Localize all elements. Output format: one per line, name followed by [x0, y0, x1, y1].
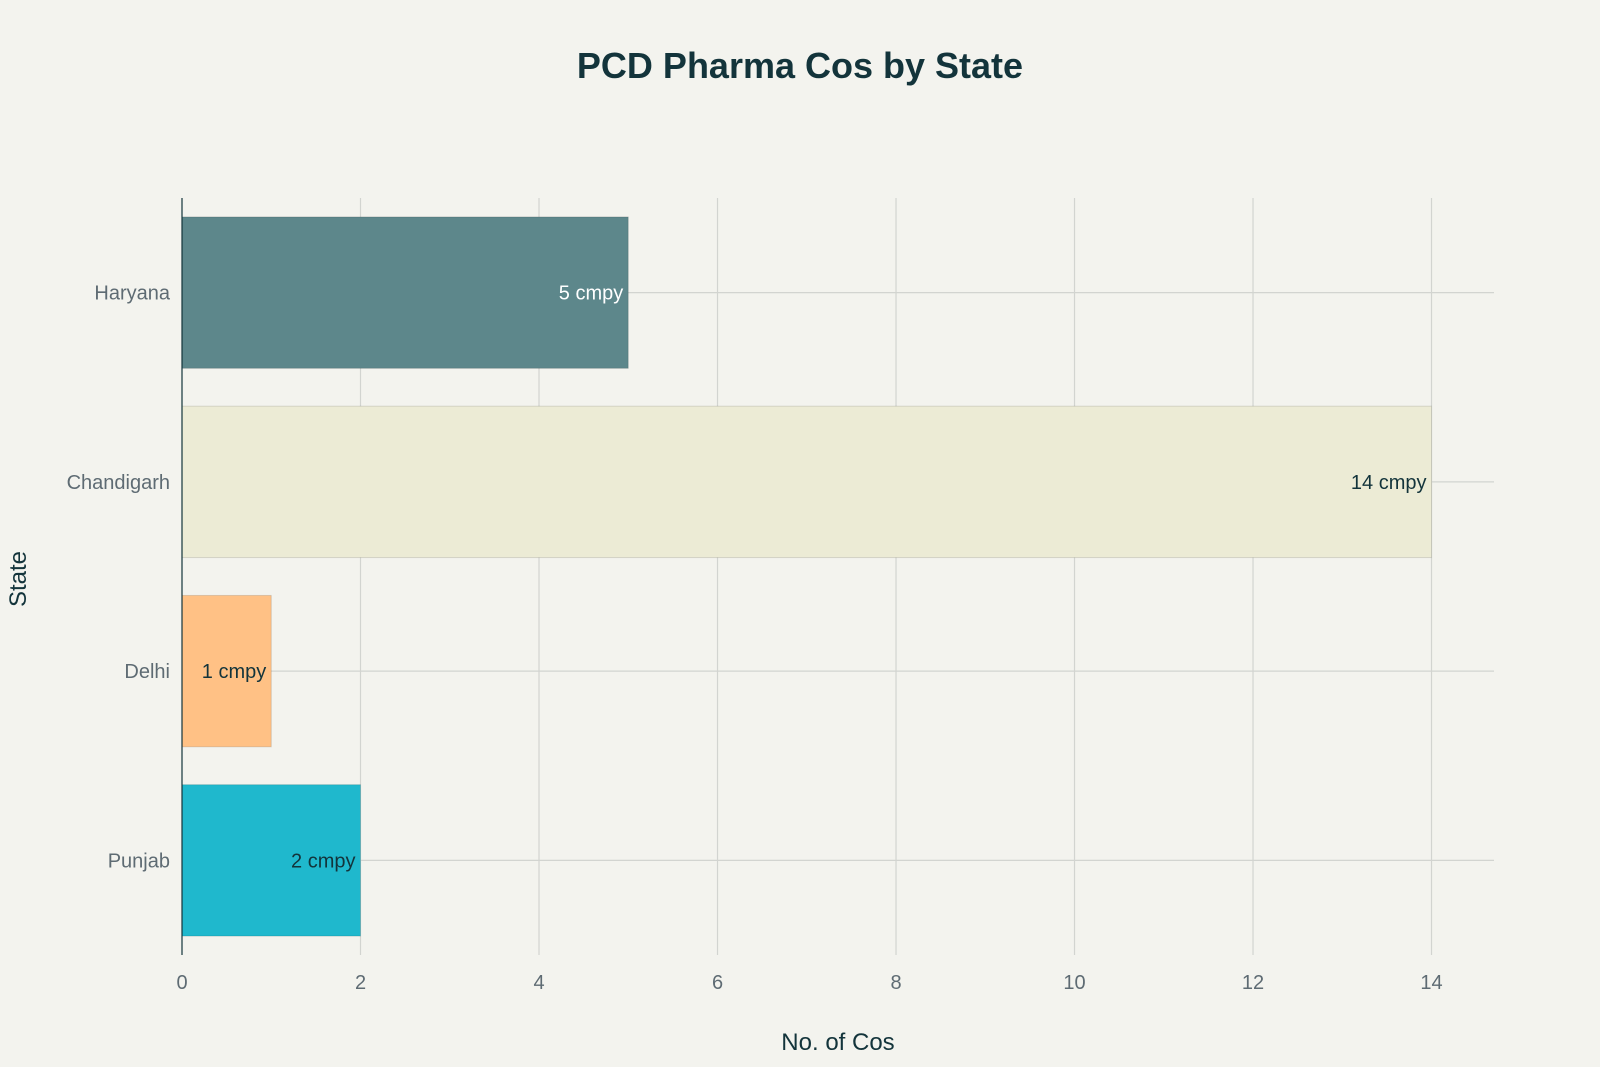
axes: Haryana Chandigarh Delhi Punjab 0 2 4 6 8 10 12 14	[67, 198, 1443, 994]
bar-data-label: 5 cmpy	[559, 283, 623, 305]
bar-data-label: 2 cmpy	[291, 850, 355, 872]
bar-haryana	[181, 216, 629, 369]
bar-delhi	[181, 594, 272, 748]
y-axis-title: State	[5, 551, 32, 607]
bars: 5 cmpy 14 cmpy 1 cmpy 2 cmpy	[181, 216, 1433, 937]
bar-chandigarh	[181, 405, 1433, 559]
x-tick-label: 6	[712, 972, 723, 994]
x-axis-title: No. of Cos	[781, 1029, 894, 1056]
x-tick-label: 2	[355, 972, 366, 994]
x-tick-label: 12	[1242, 972, 1264, 994]
x-tick-label: 0	[176, 972, 187, 994]
y-tick-label: Chandigarh	[67, 472, 170, 494]
x-tick-label: 14	[1420, 972, 1442, 994]
x-tick-label: 8	[890, 972, 901, 994]
bar-punjab	[181, 784, 362, 937]
y-tick-label: Punjab	[108, 850, 170, 872]
x-tick-label: 4	[533, 972, 544, 994]
chart-title: PCD Pharma Cos by State	[577, 45, 1023, 86]
bar-data-label: 1 cmpy	[202, 661, 266, 683]
y-tick-label: Haryana	[94, 283, 170, 305]
y-tick-label: Delhi	[124, 661, 170, 683]
bar-data-label: 14 cmpy	[1351, 472, 1427, 494]
x-tick-label: 10	[1063, 972, 1085, 994]
